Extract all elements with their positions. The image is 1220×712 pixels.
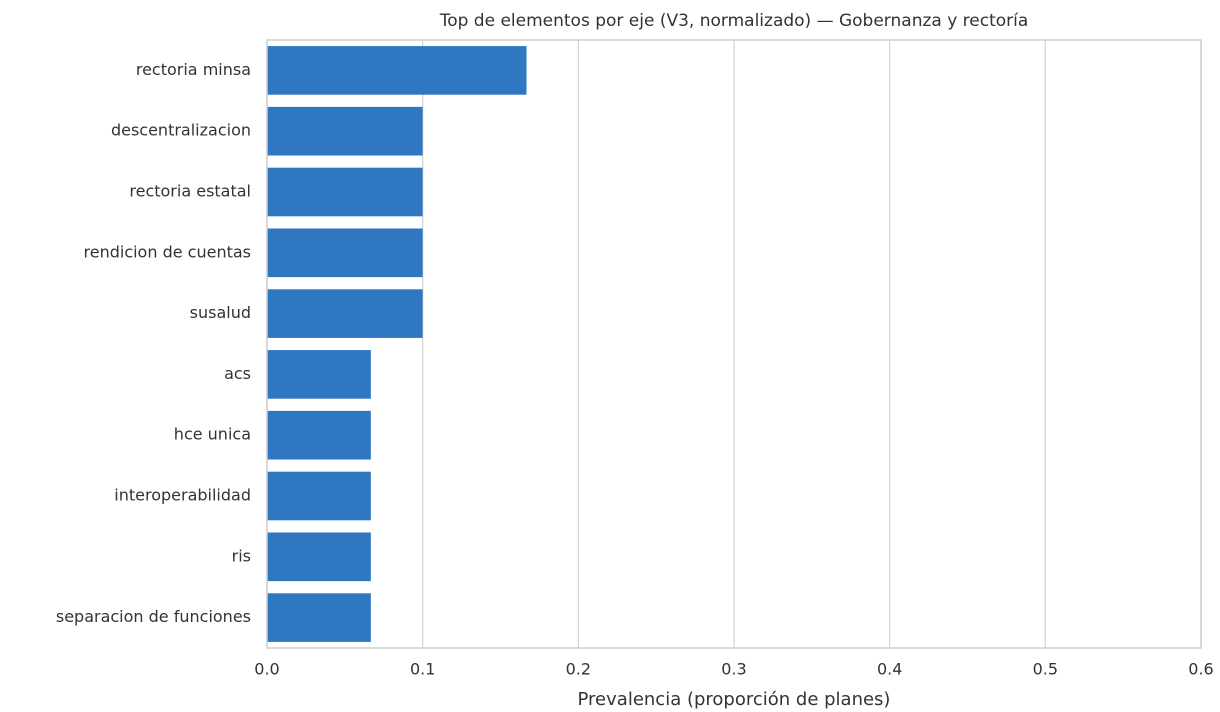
y-tick-label: acs: [224, 364, 251, 383]
x-tick-label: 0.6: [1188, 660, 1213, 679]
bar: [267, 532, 371, 582]
y-tick-label: susalud: [190, 303, 251, 322]
x-tick-label: 0.2: [566, 660, 591, 679]
bar: [267, 410, 371, 460]
bar: [267, 167, 423, 217]
x-tick-label: 0.1: [410, 660, 435, 679]
y-tick-label: rectoria estatal: [129, 182, 251, 201]
chart-title: Top de elementos por eje (V3, normalizad…: [439, 11, 1029, 31]
bar: [267, 228, 423, 278]
plot-frame: [266, 39, 1202, 649]
x-tick-label: 0.3: [721, 660, 746, 679]
bar: [267, 471, 371, 521]
bar: [267, 350, 371, 399]
y-tick-label: descentralizacion: [111, 121, 251, 140]
y-tick-label: rectoria minsa: [136, 60, 251, 79]
y-tick-label: interoperabilidad: [114, 486, 251, 505]
x-tick-label: 0.4: [877, 660, 902, 679]
y-tick-label: rendicion de cuentas: [84, 242, 252, 261]
bar: [267, 106, 423, 156]
y-tick-label: ris: [232, 546, 251, 565]
x-tick-label: 0.5: [1033, 660, 1058, 679]
x-tick-label: 0.0: [254, 660, 279, 679]
bar: [267, 593, 371, 642]
x-axis-label: Prevalencia (proporción de planes): [578, 689, 891, 710]
y-tick-label: hce unica: [174, 425, 251, 444]
bar: [267, 289, 423, 338]
y-tick-label: separacion de funciones: [56, 607, 251, 626]
bar: [267, 46, 527, 95]
